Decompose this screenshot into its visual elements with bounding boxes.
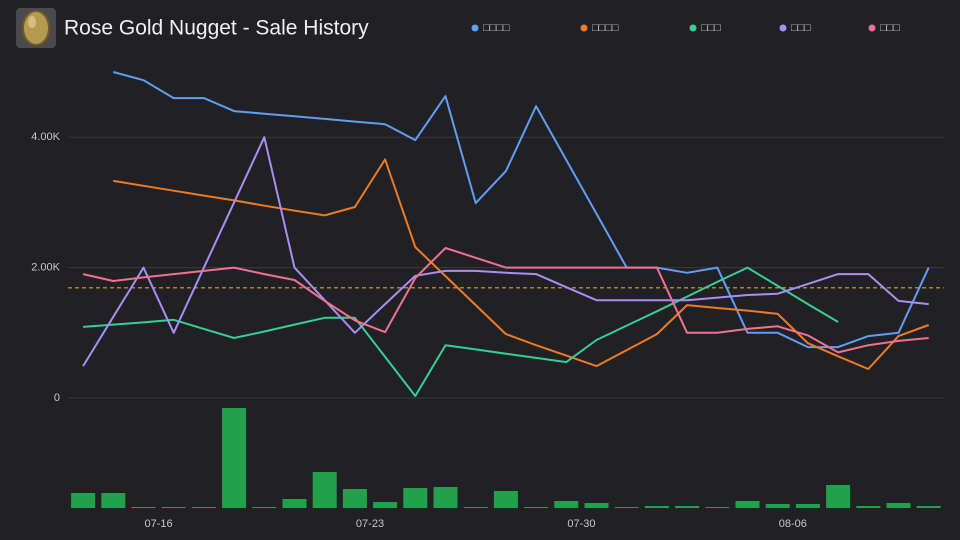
volume-bar	[765, 504, 790, 508]
volume-bar	[644, 506, 669, 508]
volume-bar	[282, 499, 307, 508]
legend-label: □□□	[880, 22, 900, 34]
volume-bar	[433, 487, 458, 508]
x-tick-label: 07-23	[356, 518, 384, 530]
volume-bar	[342, 489, 367, 508]
legend-marker	[471, 24, 479, 32]
volume-bar	[463, 507, 488, 508]
volume-bar	[554, 501, 579, 508]
x-tick-label: 07-30	[567, 518, 595, 530]
x-tick-label: 08-06	[779, 518, 807, 530]
volume-bar	[71, 493, 96, 508]
series-line	[113, 71, 930, 349]
volume-bar	[524, 507, 549, 508]
legend-label: □□□□	[592, 22, 619, 34]
volume-bar	[735, 501, 760, 508]
volume-bar	[131, 507, 156, 508]
y-tick-label: 0	[54, 392, 60, 404]
legend-marker	[779, 24, 787, 32]
volume-bar	[191, 507, 216, 508]
volume-bar	[856, 506, 881, 508]
volume-bar	[222, 408, 247, 508]
legend-marker	[689, 24, 697, 32]
volume-bar	[312, 472, 337, 508]
volume-bar	[886, 503, 911, 508]
volume-bar	[101, 493, 126, 508]
volume-bar	[705, 507, 730, 508]
legend-label: □□□	[791, 22, 811, 34]
legend-label: □□□□	[483, 22, 510, 34]
volume-bar	[584, 503, 609, 508]
volume-bar	[916, 506, 941, 508]
y-tick-label: 4.00K	[31, 131, 60, 143]
volume-bar	[252, 507, 277, 508]
volume-bar	[161, 507, 186, 508]
volume-bar	[403, 488, 428, 508]
legend-marker	[868, 24, 876, 32]
volume-bar	[826, 485, 851, 508]
chart-title: Rose Gold Nugget - Sale History	[64, 17, 369, 40]
volume-bar	[493, 491, 518, 508]
volume-bar	[675, 506, 700, 508]
volume-bar	[614, 507, 639, 508]
y-tick-label: 2.00K	[31, 262, 60, 274]
volume-bar	[373, 502, 398, 508]
item-icon	[16, 8, 56, 48]
x-tick-label: 07-16	[145, 518, 173, 530]
volume-bar	[795, 504, 820, 508]
series-line	[82, 136, 929, 367]
legend-label: □□□	[701, 22, 721, 34]
series-line	[82, 247, 929, 354]
series-line	[113, 158, 930, 370]
series-line	[83, 266, 839, 397]
legend-marker	[580, 24, 588, 32]
